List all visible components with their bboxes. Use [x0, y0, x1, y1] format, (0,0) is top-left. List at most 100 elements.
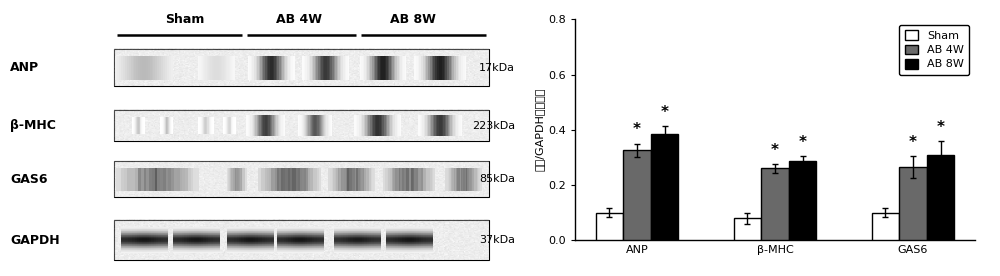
- Bar: [265, 252, 267, 253]
- Bar: [376, 235, 378, 236]
- Bar: [314, 229, 317, 230]
- Bar: [310, 242, 312, 243]
- Bar: [149, 234, 151, 235]
- Bar: [160, 168, 163, 191]
- Bar: [405, 233, 407, 234]
- Bar: [215, 240, 217, 241]
- Bar: [213, 55, 214, 80]
- Bar: [341, 238, 343, 239]
- Bar: [230, 237, 232, 238]
- Bar: [303, 251, 305, 252]
- Bar: [421, 233, 423, 234]
- Bar: [237, 232, 239, 233]
- Bar: [200, 117, 201, 134]
- Bar: [306, 168, 308, 191]
- Bar: [314, 250, 317, 251]
- Bar: [272, 230, 274, 231]
- Bar: [128, 233, 130, 234]
- Bar: [445, 115, 446, 136]
- Bar: [142, 231, 144, 232]
- Bar: [199, 247, 201, 248]
- Bar: [284, 250, 286, 251]
- Bar: [269, 235, 272, 236]
- Bar: [456, 55, 458, 80]
- Bar: [202, 117, 203, 134]
- Bar: [412, 239, 414, 240]
- Bar: [397, 55, 399, 80]
- Bar: [217, 251, 220, 252]
- Bar: [206, 232, 208, 233]
- Bar: [154, 237, 156, 238]
- Bar: [210, 252, 213, 253]
- Bar: [459, 55, 461, 80]
- Bar: [292, 168, 294, 191]
- Bar: [139, 247, 142, 248]
- Bar: [409, 245, 412, 246]
- Bar: [149, 248, 151, 249]
- Bar: [255, 240, 258, 241]
- Bar: [215, 241, 217, 242]
- Bar: [296, 168, 298, 191]
- Bar: [203, 249, 206, 250]
- Bar: [142, 55, 144, 80]
- Bar: [357, 251, 360, 252]
- Bar: [348, 235, 350, 236]
- Bar: [184, 251, 187, 252]
- Bar: [393, 235, 395, 236]
- Bar: [199, 230, 201, 231]
- Bar: [182, 246, 184, 247]
- Bar: [201, 251, 203, 252]
- Bar: [388, 236, 391, 237]
- Bar: [244, 228, 246, 229]
- Bar: [241, 249, 244, 250]
- Bar: [316, 115, 317, 136]
- Bar: [445, 55, 447, 80]
- Bar: [210, 239, 213, 240]
- Bar: [142, 240, 144, 241]
- Bar: [262, 233, 265, 234]
- Bar: [412, 248, 414, 249]
- Bar: [227, 227, 230, 228]
- Bar: [334, 230, 336, 231]
- Bar: [312, 243, 314, 244]
- Bar: [199, 248, 201, 249]
- Bar: [433, 55, 435, 80]
- Bar: [402, 168, 404, 191]
- Bar: [198, 55, 199, 80]
- Bar: [428, 251, 430, 252]
- Bar: [286, 232, 288, 233]
- Bar: [405, 240, 407, 241]
- Bar: [279, 246, 281, 247]
- Bar: [125, 227, 128, 228]
- Bar: [398, 232, 400, 233]
- Bar: [119, 168, 121, 191]
- Bar: [305, 228, 307, 229]
- Bar: [307, 250, 310, 251]
- Bar: [419, 243, 421, 244]
- Bar: [232, 237, 234, 238]
- Bar: [210, 235, 213, 236]
- Bar: [405, 230, 407, 231]
- Bar: [127, 168, 130, 191]
- Bar: [130, 228, 132, 229]
- Bar: [393, 242, 395, 243]
- Bar: [175, 239, 177, 240]
- Bar: [395, 228, 398, 229]
- Bar: [203, 246, 206, 247]
- Bar: [374, 249, 376, 250]
- Bar: [182, 231, 184, 232]
- Bar: [310, 240, 312, 241]
- Bar: [391, 240, 393, 241]
- Bar: [139, 233, 142, 234]
- Bar: [360, 234, 362, 235]
- Bar: [262, 231, 265, 232]
- Bar: [416, 236, 419, 237]
- Bar: [307, 55, 309, 80]
- Bar: [388, 244, 391, 245]
- Bar: [402, 247, 405, 248]
- Bar: [177, 227, 180, 228]
- Bar: [303, 239, 305, 240]
- Bar: [342, 168, 344, 191]
- Bar: [300, 249, 303, 250]
- Bar: [305, 230, 307, 231]
